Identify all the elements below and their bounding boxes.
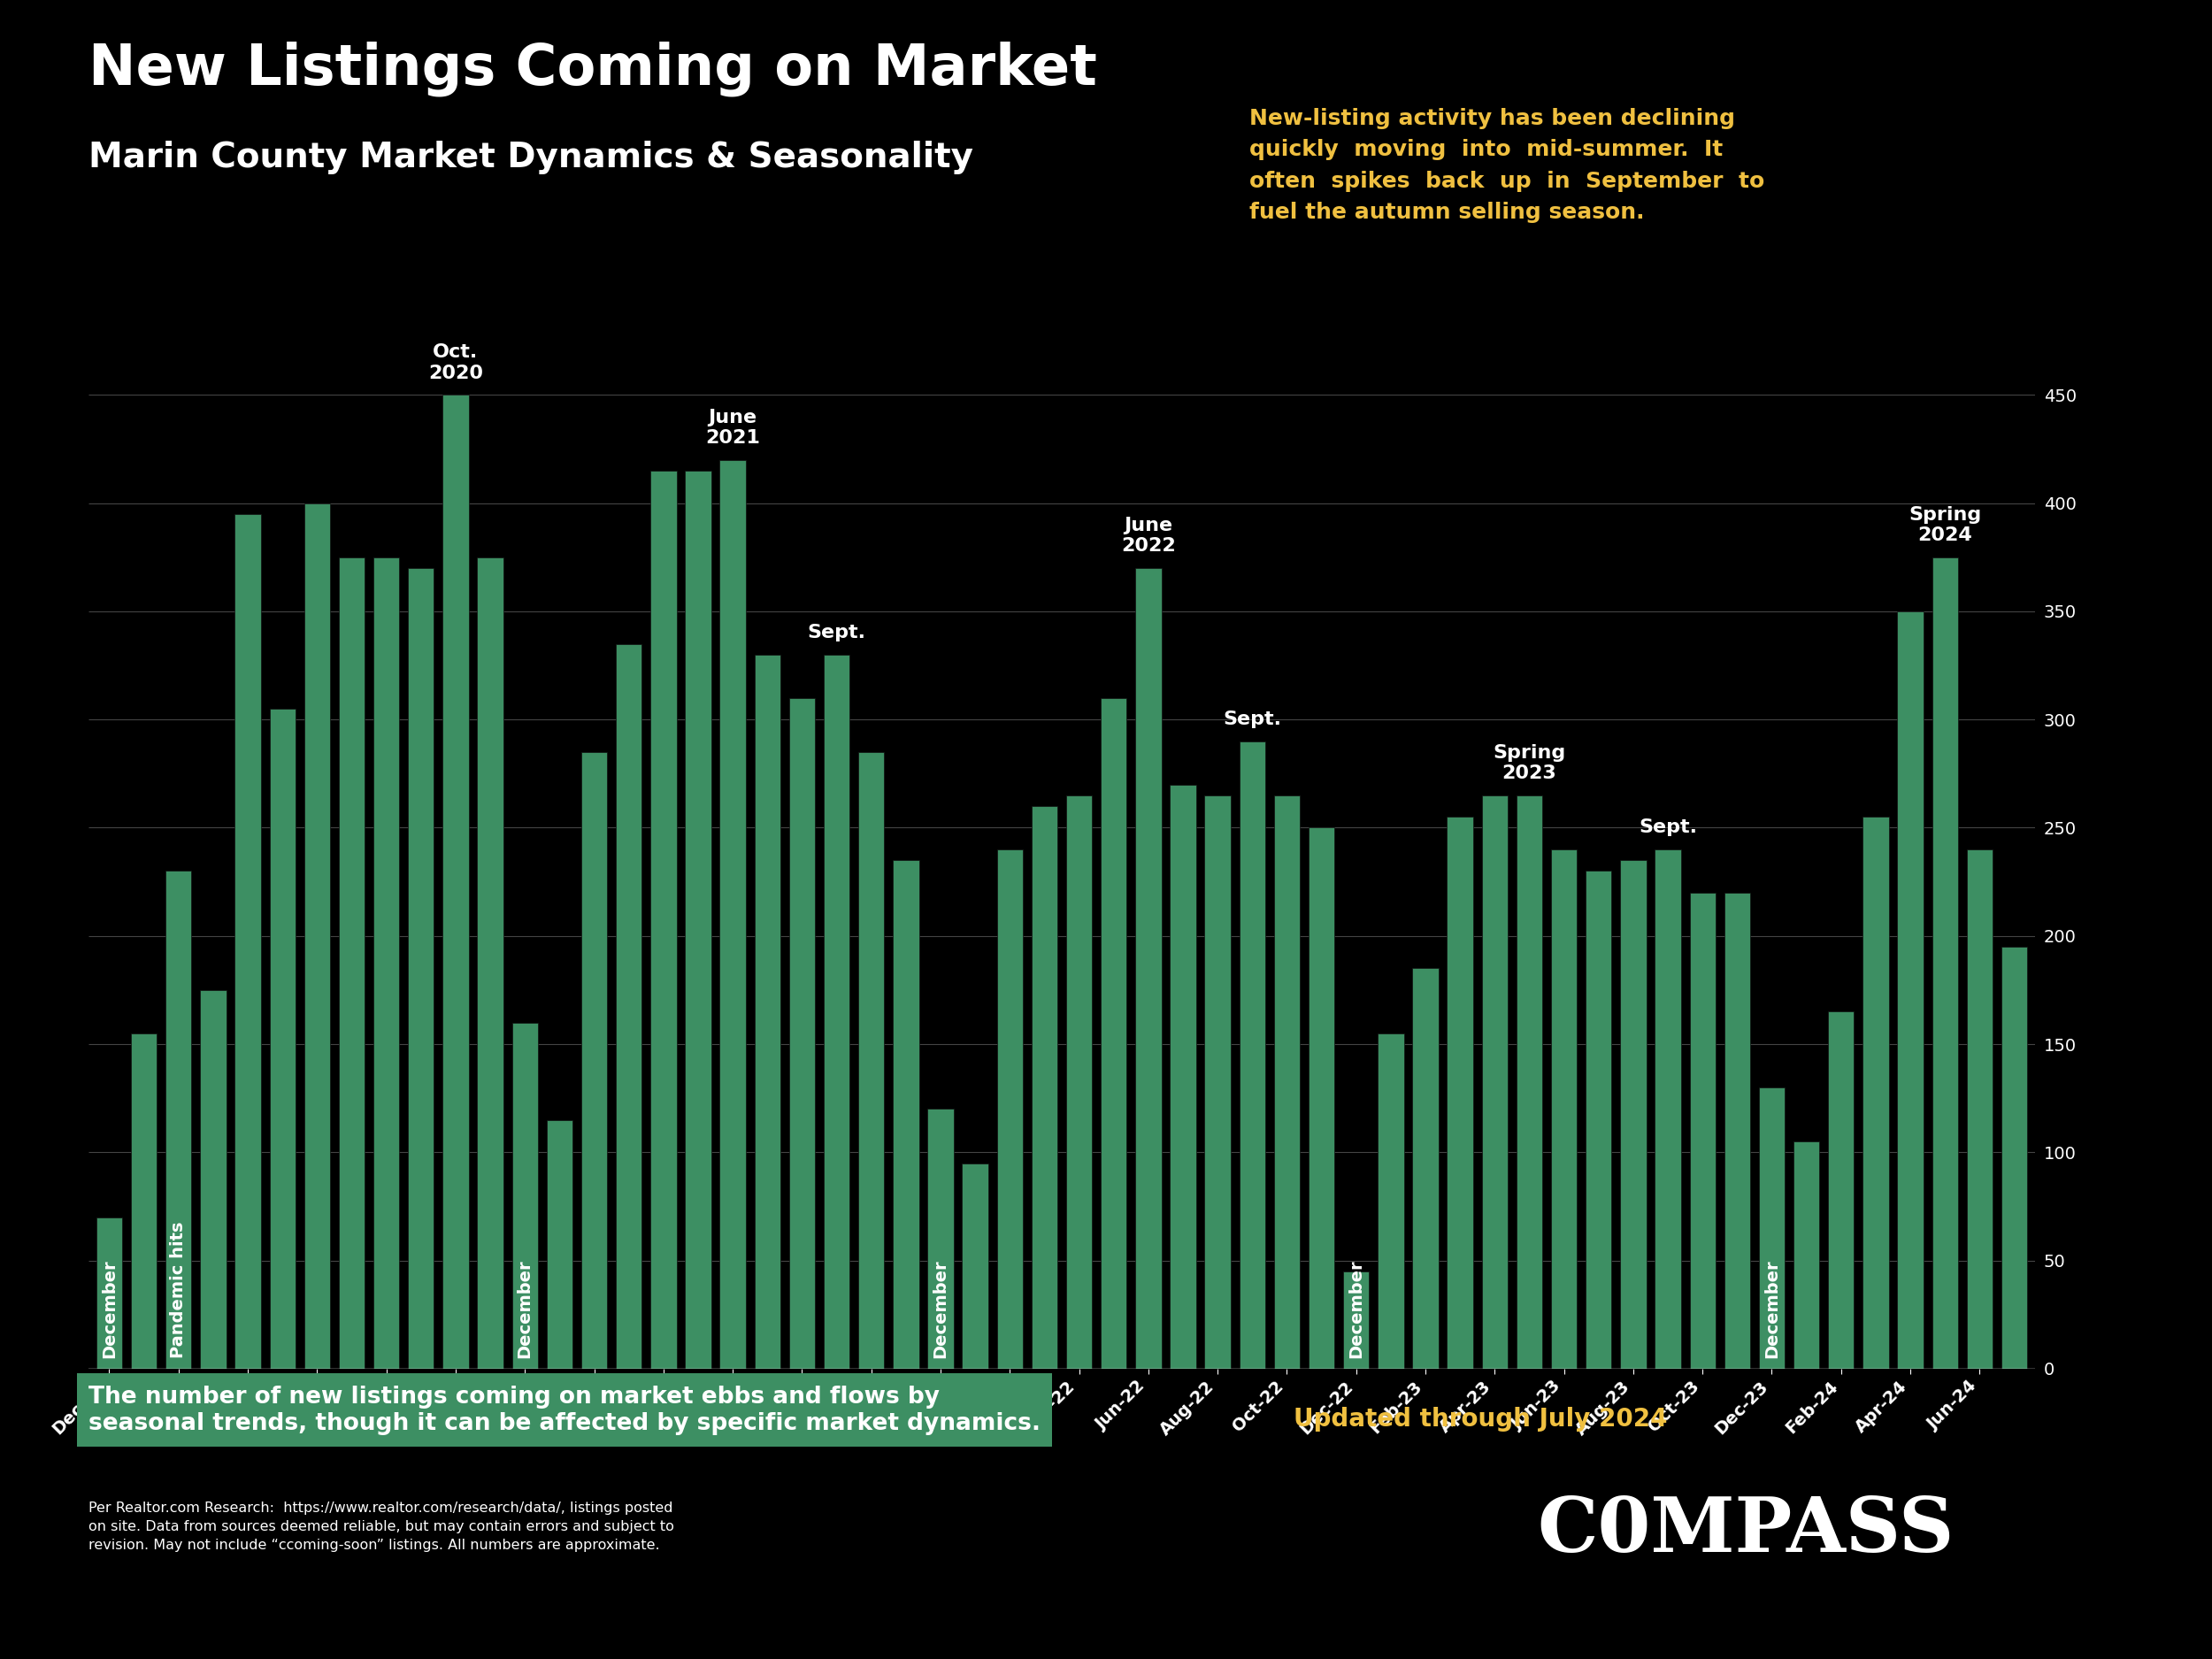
Bar	[1274, 795, 1301, 1369]
Bar	[511, 1022, 538, 1369]
Bar	[407, 567, 434, 1369]
Text: Sept.: Sept.	[1223, 710, 1281, 728]
Bar	[166, 871, 192, 1369]
Text: Spring
2023: Spring 2023	[1493, 743, 1566, 783]
Bar	[442, 395, 469, 1369]
Bar	[1413, 969, 1438, 1369]
Text: New-listing activity has been declining
quickly  moving  into  mid-summer.  It
o: New-listing activity has been declining …	[1250, 108, 1765, 222]
Bar	[303, 503, 330, 1369]
Bar	[754, 655, 781, 1369]
Bar	[1066, 795, 1093, 1369]
Text: Pandemic hits: Pandemic hits	[170, 1221, 188, 1357]
Bar	[97, 1218, 122, 1369]
Bar	[1378, 1034, 1405, 1369]
Bar	[1619, 859, 1646, 1369]
Text: Per Realtor.com Research:  https://www.realtor.com/research/data/, listings post: Per Realtor.com Research: https://www.re…	[88, 1501, 675, 1551]
Bar	[894, 859, 918, 1369]
Bar	[823, 655, 849, 1369]
Bar	[1551, 849, 1577, 1369]
Text: December: December	[515, 1259, 533, 1357]
Text: December: December	[1763, 1259, 1781, 1357]
Bar	[582, 752, 606, 1369]
Text: Sept.: Sept.	[1639, 818, 1697, 836]
Bar	[199, 990, 226, 1369]
Bar	[1170, 785, 1197, 1369]
Text: Updated through July 2024: Updated through July 2024	[1294, 1407, 1668, 1432]
Bar	[1898, 611, 1924, 1369]
Bar	[650, 471, 677, 1369]
Bar	[686, 471, 710, 1369]
Bar	[927, 1108, 953, 1369]
Bar	[1863, 816, 1889, 1369]
Bar	[1031, 806, 1057, 1369]
Text: New Listings Coming on Market: New Listings Coming on Market	[88, 41, 1097, 96]
Bar	[719, 460, 745, 1369]
Text: C0MPASS: C0MPASS	[1537, 1493, 1955, 1568]
Bar	[2002, 947, 2026, 1369]
Bar	[374, 557, 400, 1369]
Text: December: December	[1347, 1259, 1365, 1357]
Bar	[858, 752, 885, 1369]
Bar	[1517, 795, 1542, 1369]
Bar	[1759, 1087, 1785, 1369]
Bar	[1723, 893, 1750, 1369]
Bar	[962, 1163, 989, 1369]
Text: Oct.
2020: Oct. 2020	[429, 343, 482, 382]
Text: Sept.: Sept.	[807, 624, 865, 642]
Text: December: December	[102, 1259, 117, 1357]
Bar	[1343, 1271, 1369, 1369]
Bar	[1794, 1141, 1820, 1369]
Bar	[1482, 795, 1509, 1369]
Bar	[1586, 871, 1613, 1369]
Bar	[270, 708, 296, 1369]
Bar	[1206, 795, 1230, 1369]
Bar	[338, 557, 365, 1369]
Bar	[1827, 1012, 1854, 1369]
Bar	[1310, 828, 1334, 1369]
Bar	[1690, 893, 1717, 1369]
Bar	[1655, 849, 1681, 1369]
Bar	[1931, 557, 1958, 1369]
Bar	[998, 849, 1022, 1369]
Text: Spring
2024: Spring 2024	[1909, 506, 1982, 544]
Bar	[546, 1120, 573, 1369]
Bar	[478, 557, 504, 1369]
Bar	[131, 1034, 157, 1369]
Text: Marin County Market Dynamics & Seasonality: Marin County Market Dynamics & Seasonali…	[88, 141, 973, 174]
Bar	[1447, 816, 1473, 1369]
Bar	[1966, 849, 1993, 1369]
Text: June
2021: June 2021	[706, 408, 761, 446]
Bar	[1239, 742, 1265, 1369]
Text: The number of new listings coming on market ebbs and flows by
seasonal trends, t: The number of new listings coming on mar…	[88, 1385, 1040, 1435]
Bar	[1135, 567, 1161, 1369]
Bar	[1102, 698, 1126, 1369]
Bar	[234, 514, 261, 1369]
Bar	[790, 698, 814, 1369]
Text: June
2022: June 2022	[1121, 518, 1175, 556]
Bar	[615, 644, 641, 1369]
Text: December: December	[931, 1259, 949, 1357]
